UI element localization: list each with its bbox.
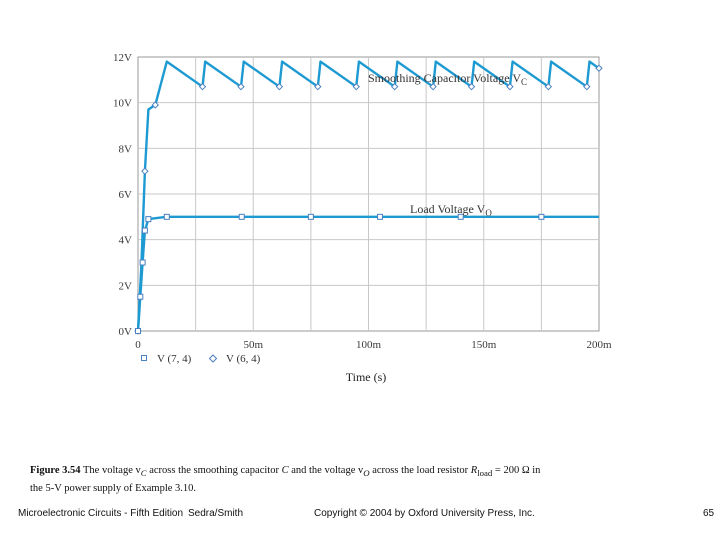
vo-data-point: [163, 213, 170, 220]
caption-text-2: across the smoothing capacitor: [146, 465, 282, 476]
caption-line-2: the 5-V power supply of Example 3.10.: [30, 483, 197, 495]
caption-text-4: and the voltage v: [288, 465, 364, 476]
vo-data-point: [139, 259, 146, 266]
figure-caption: Figure 3.54 The voltage vC across the sm…: [30, 463, 590, 496]
vc-data-point: [390, 82, 399, 91]
grid-lines: [138, 57, 599, 331]
y-tick-label: 4V: [119, 235, 133, 247]
vo-data-point: [538, 213, 545, 220]
vo-data-point: [238, 213, 245, 220]
vc-data-point: [595, 64, 603, 72]
vo-trace-label: Load Voltage VO: [410, 202, 492, 218]
footer-book-title: Microelectronic Circuits - Fifth Edition: [18, 508, 184, 519]
voltage-chart: 0V 2V 4V 6V 8V 10V 12V 0 50m 100m 150m 200m Smooth…: [113, 52, 612, 384]
vc-data-point: [151, 101, 159, 109]
x-tick-labels: 0 50m 100m 150m 200m: [135, 339, 612, 351]
vo-data-point: [145, 216, 152, 223]
x-tick-label: 100m: [356, 339, 382, 351]
footer-authors: Sedra/Smith: [188, 508, 244, 519]
vc-data-point: [314, 82, 322, 91]
vc-data-point: [506, 82, 514, 91]
legend-marker-diamond: [208, 354, 218, 363]
vc-data-point: [583, 82, 591, 91]
vc-data-point: [352, 82, 360, 91]
footer-page-number: 65: [703, 508, 715, 519]
y-tick-label: 12V: [113, 52, 132, 64]
vc-subscript: C: [521, 77, 527, 87]
caption-text-7: = 200 Ω in: [492, 465, 541, 476]
x-tick-label: 200m: [586, 339, 612, 351]
y-tick-label: 2V: [119, 280, 133, 292]
y-tick-label: 6V: [119, 189, 133, 201]
vo-data-point: [135, 328, 141, 334]
vc-data-point: [467, 82, 476, 91]
x-tick-label: 0: [135, 339, 141, 351]
vc-data-point: [141, 167, 149, 175]
vo-subscript: O: [485, 208, 492, 218]
legend-label-0: V (7, 4): [157, 353, 192, 365]
vc-data-point: [237, 82, 245, 91]
series-markers: [134, 64, 603, 335]
x-tick-label: 150m: [471, 339, 497, 351]
caption-sub-1: C: [140, 468, 147, 479]
legend-label-1: V (6, 4): [226, 353, 261, 365]
legend-marker-square: [141, 355, 147, 361]
caption-text-6: R: [470, 465, 478, 476]
vc-data-point: [429, 82, 437, 91]
vc-data-point: [198, 82, 207, 91]
vc-data-point: [544, 82, 553, 91]
caption-text-3: C: [281, 465, 289, 476]
vo-data-point: [137, 293, 144, 300]
caption-sub-3: load: [477, 468, 493, 479]
x-tick-label: 50m: [243, 339, 263, 351]
x-axis-title: Time (s): [346, 370, 387, 384]
vc-trace-label: Smoothing Capacitor Voltage VC: [368, 71, 527, 87]
y-tick-label: 10V: [113, 98, 132, 110]
caption-text-5: across the load resistor: [369, 465, 471, 476]
vo-data-point: [457, 213, 464, 220]
caption-label: Figure 3.54: [30, 465, 81, 476]
y-tick-label: 0V: [119, 326, 133, 338]
vc-data-point: [275, 82, 284, 91]
vo-data-point: [307, 213, 314, 220]
caption-text-1: The voltage v: [83, 465, 141, 476]
vo-data-point: [377, 213, 384, 220]
y-tick-label: 8V: [119, 143, 133, 155]
legend: V (7, 4) V (6, 4): [141, 353, 261, 365]
footer-copyright: Copyright © 2004 by Oxford University Pr…: [314, 508, 535, 519]
vo-data-point: [141, 227, 148, 234]
caption-sub-2: O: [363, 468, 370, 479]
y-tick-labels: 0V 2V 4V 6V 8V 10V 12V: [113, 52, 132, 338]
